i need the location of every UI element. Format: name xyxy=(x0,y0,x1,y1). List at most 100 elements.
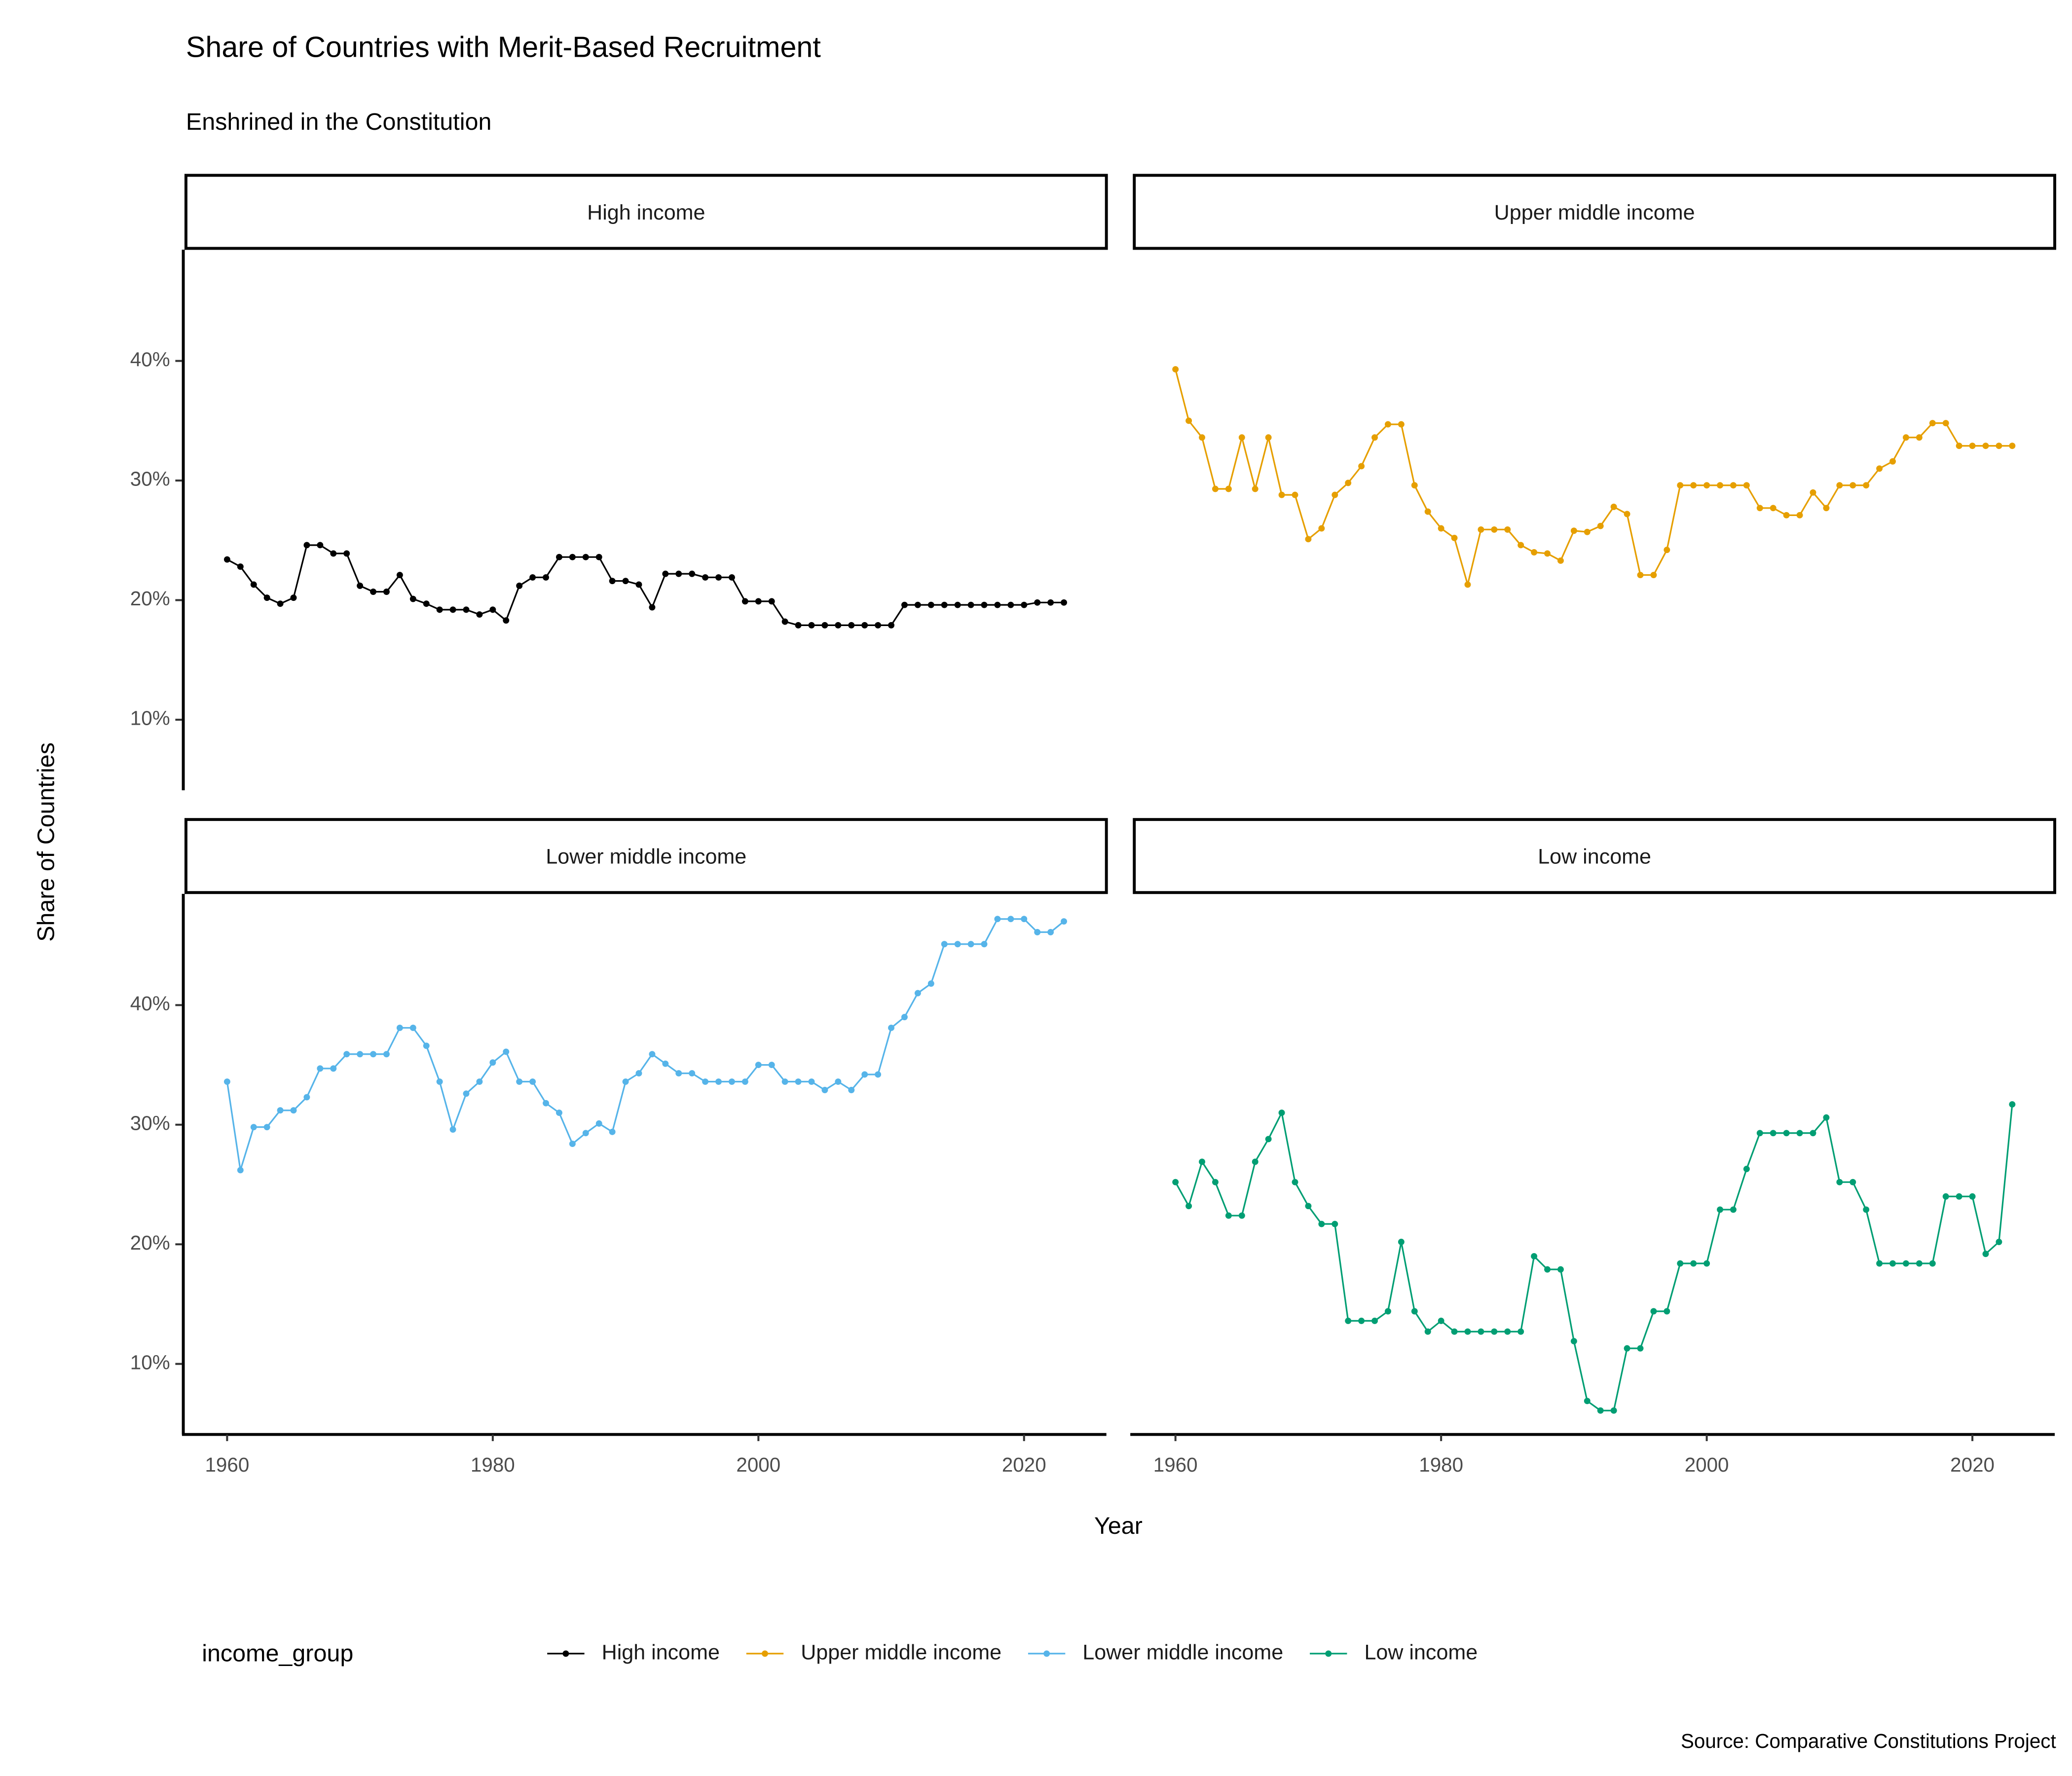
data-point xyxy=(263,1124,270,1131)
data-point xyxy=(1810,1130,1816,1137)
data-point xyxy=(981,941,988,948)
data-point xyxy=(1664,547,1670,554)
data-point xyxy=(1610,1407,1617,1414)
data-point xyxy=(914,601,921,608)
data-point xyxy=(595,1120,602,1127)
data-point xyxy=(1969,443,1976,449)
data-point xyxy=(622,578,629,585)
data-point xyxy=(1061,599,1067,606)
data-point xyxy=(237,563,244,570)
legend-key-point xyxy=(562,1650,569,1657)
data-point xyxy=(1034,929,1041,935)
data-point xyxy=(875,622,882,629)
legend-key-point xyxy=(762,1650,768,1657)
data-point xyxy=(1690,482,1697,489)
data-point xyxy=(370,589,376,595)
x-tick-label: 1980 xyxy=(1419,1453,1463,1476)
data-point xyxy=(927,601,934,608)
data-point xyxy=(343,1051,350,1058)
data-point xyxy=(1929,420,1936,427)
data-point xyxy=(317,1065,324,1072)
data-point xyxy=(1836,1179,1843,1185)
data-point xyxy=(1212,485,1219,492)
data-point xyxy=(569,1141,576,1147)
data-point xyxy=(250,1124,257,1131)
data-point xyxy=(848,1087,855,1093)
data-point xyxy=(1238,1212,1245,1219)
data-point xyxy=(1544,1266,1551,1273)
data-point xyxy=(503,1048,510,1055)
data-point xyxy=(675,1070,682,1077)
data-point xyxy=(317,542,324,549)
data-point xyxy=(1823,1114,1830,1121)
data-point xyxy=(954,941,961,948)
y-tick-label: 10% xyxy=(130,707,170,730)
data-point xyxy=(741,1078,748,1085)
data-point xyxy=(1478,526,1484,533)
data-point xyxy=(1810,489,1816,496)
data-point xyxy=(237,1167,244,1174)
y-tick-label: 40% xyxy=(130,348,170,370)
data-point xyxy=(1424,508,1431,515)
data-point xyxy=(861,1071,868,1078)
data-point xyxy=(702,1078,709,1085)
data-point xyxy=(423,600,430,607)
data-point xyxy=(808,622,815,629)
data-point xyxy=(1650,1308,1657,1315)
legend-title: income_group xyxy=(202,1640,353,1666)
data-point xyxy=(383,1051,390,1058)
data-point xyxy=(914,990,921,997)
data-point xyxy=(821,1087,828,1093)
data-point xyxy=(835,1078,842,1085)
data-point xyxy=(1756,1130,1763,1137)
data-point xyxy=(1703,1260,1710,1267)
data-point xyxy=(516,582,523,589)
data-point xyxy=(781,1078,788,1085)
y-tick-label: 40% xyxy=(130,992,170,1015)
data-point xyxy=(954,601,961,608)
data-point xyxy=(1783,1130,1790,1137)
x-tick-label: 2020 xyxy=(1950,1453,1995,1476)
data-point xyxy=(1438,525,1444,532)
data-point xyxy=(675,570,682,577)
data-point xyxy=(1504,526,1511,533)
data-point xyxy=(1756,505,1763,512)
data-point xyxy=(370,1051,376,1058)
facet-strip xyxy=(1133,818,2056,894)
data-point xyxy=(1969,1193,1976,1200)
legend-label: Low income xyxy=(1364,1640,1478,1664)
data-point xyxy=(263,594,270,601)
data-point xyxy=(569,554,576,560)
data-point xyxy=(1332,1221,1338,1227)
data-point xyxy=(1318,525,1325,532)
data-point xyxy=(1637,1345,1644,1352)
data-point xyxy=(436,1078,443,1085)
data-point xyxy=(1584,1398,1591,1405)
data-point xyxy=(277,1107,284,1114)
data-point xyxy=(529,574,536,581)
data-point xyxy=(1061,918,1067,925)
data-point xyxy=(1265,1136,1272,1143)
legend-key-point xyxy=(1043,1650,1050,1657)
data-point xyxy=(728,1078,735,1085)
data-point xyxy=(303,542,310,549)
data-point xyxy=(1863,1206,1870,1213)
data-point xyxy=(967,941,974,948)
data-point xyxy=(1597,522,1604,529)
data-point xyxy=(1916,1260,1923,1267)
data-point xyxy=(1491,526,1498,533)
data-point xyxy=(1783,512,1790,518)
data-point xyxy=(449,606,456,613)
series-line xyxy=(1175,1104,2013,1411)
data-point xyxy=(1358,1317,1365,1324)
data-point xyxy=(689,570,696,577)
data-point xyxy=(728,574,735,581)
data-point xyxy=(1047,929,1054,935)
data-point xyxy=(396,572,403,579)
data-point xyxy=(1345,480,1352,486)
legend-key-point xyxy=(1325,1650,1332,1657)
data-point xyxy=(1411,482,1418,489)
data-point xyxy=(781,618,788,625)
facet-label: Low income xyxy=(1538,845,1651,869)
